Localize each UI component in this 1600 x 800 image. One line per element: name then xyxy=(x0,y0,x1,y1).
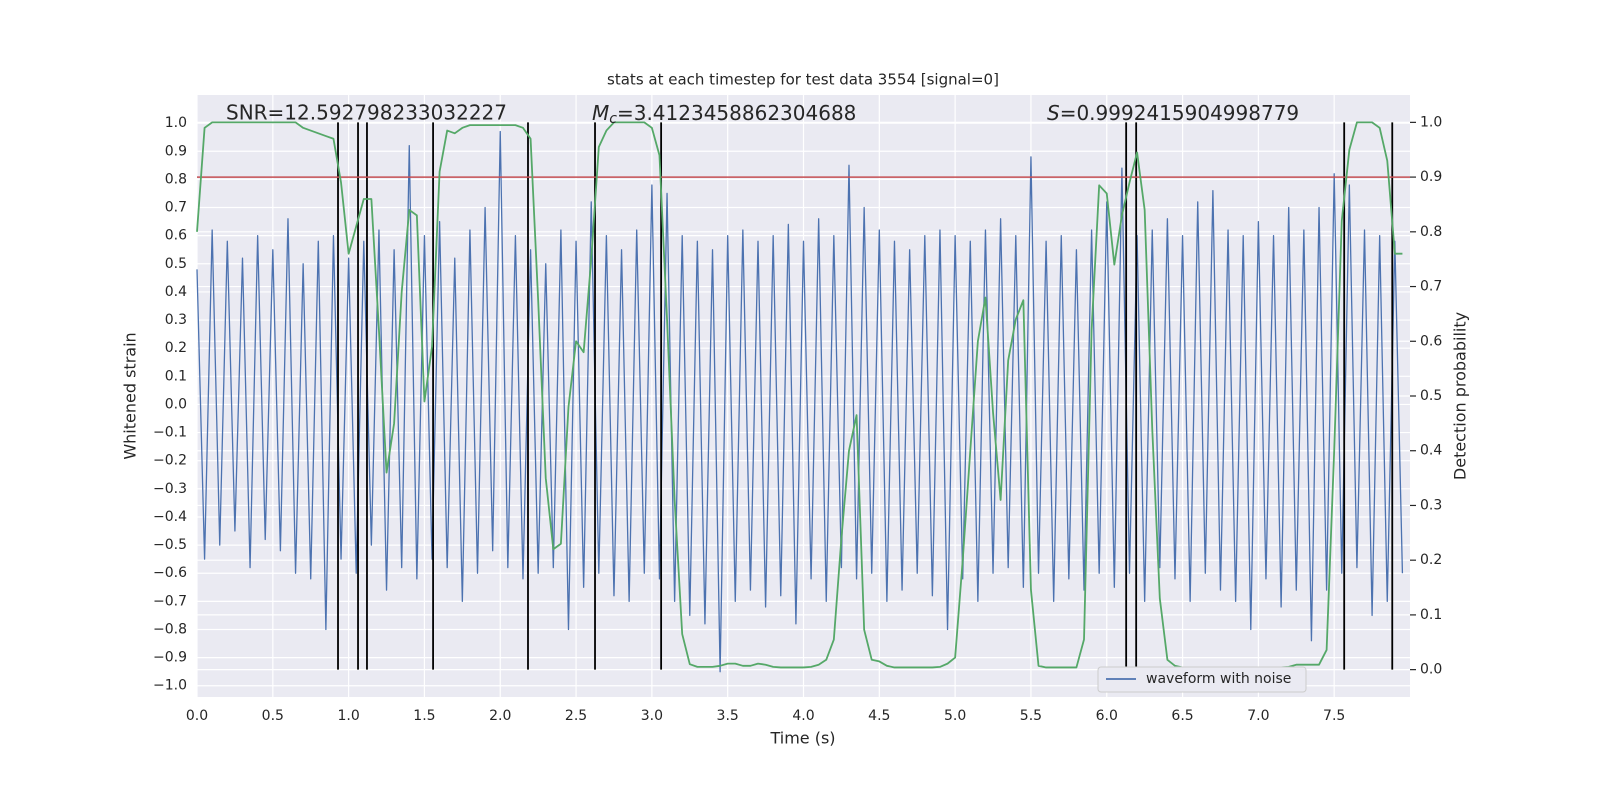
annotation-text: =3.4123458862304688 xyxy=(617,101,856,125)
x-tick-label: 6.0 xyxy=(1096,708,1118,724)
y-tick-label: 0.7 xyxy=(165,200,187,216)
x-tick-label: 7.5 xyxy=(1323,708,1345,724)
annotation: SNR=12.592798233032227 xyxy=(226,101,507,125)
y-tick-label: −0.8 xyxy=(153,621,187,637)
y-tick-label: −1.0 xyxy=(153,678,187,694)
y2-tick-label: 0.4 xyxy=(1420,443,1442,459)
y2-tick-label: 0.0 xyxy=(1420,662,1442,678)
y2-axis-label: Detection probability xyxy=(1451,312,1470,480)
y2-tick-label: 0.2 xyxy=(1420,552,1442,568)
legend-box xyxy=(1097,666,1307,693)
y2-tick-label: 1.0 xyxy=(1420,114,1442,130)
x-tick-label: 0.0 xyxy=(186,708,208,724)
annotation-symbol: M xyxy=(592,101,609,125)
y2-tick-label: 0.6 xyxy=(1420,333,1442,349)
y-tick-label: −0.1 xyxy=(153,425,187,441)
chart-title: stats at each timestep for test data 355… xyxy=(607,71,999,89)
x-tick-label: 5.0 xyxy=(944,708,966,724)
x-tick-label: 5.5 xyxy=(1020,708,1042,724)
y-tick-label: −0.2 xyxy=(153,453,187,469)
y2-tick-label: 0.3 xyxy=(1420,497,1442,513)
y-tick-label: 0.1 xyxy=(165,368,187,384)
y-tick-label: −0.7 xyxy=(153,593,187,609)
x-tick-label: 3.5 xyxy=(717,708,739,724)
y-tick-label: 0.0 xyxy=(165,396,187,412)
annotation-symbol: S xyxy=(1047,101,1060,125)
y-tick-label: −0.5 xyxy=(153,537,187,553)
annotation: Mc=3.4123458862304688 xyxy=(592,101,856,128)
annotation-subscript: c xyxy=(609,111,617,127)
y-tick-label: 0.9 xyxy=(165,143,187,159)
y-tick-label: 1.0 xyxy=(165,115,187,131)
y-tick-label: 0.6 xyxy=(165,228,187,244)
y-tick-label: −0.9 xyxy=(153,650,187,666)
x-tick-label: 4.0 xyxy=(792,708,814,724)
x-tick-label: 1.5 xyxy=(413,708,435,724)
y-tick-label: −0.3 xyxy=(153,481,187,497)
annotation-text: =0.9992415904998779 xyxy=(1060,101,1299,125)
y2-tick-label: 0.9 xyxy=(1420,169,1442,185)
x-tick-label: 2.5 xyxy=(565,708,587,724)
y-tick-label: 0.3 xyxy=(165,312,187,328)
x-tick-label: 4.5 xyxy=(868,708,890,724)
y-tick-label: 0.4 xyxy=(165,284,187,300)
x-tick-label: 2.0 xyxy=(489,708,511,724)
labels: −1.0 −0.9 −0.8 −0.7 −0.6 −0.5 −0.4 −0.3 −0.2 −0.1… xyxy=(153,114,1442,724)
annotation: S=0.9992415904998779 xyxy=(1047,101,1299,125)
y-axis-label: Whitened strain xyxy=(121,332,140,459)
y-tick-label: 0.8 xyxy=(165,171,187,187)
y2-tick-label: 0.8 xyxy=(1420,224,1442,240)
x-tick-label: 6.5 xyxy=(1171,708,1193,724)
x-tick-label: 7.0 xyxy=(1247,708,1269,724)
x-tick-label: 1.0 xyxy=(337,708,359,724)
y-tick-label: −0.4 xyxy=(153,509,187,525)
x-tick-label: 3.0 xyxy=(641,708,663,724)
y-tick-label: 0.5 xyxy=(165,256,187,272)
y-tick-label: −0.6 xyxy=(153,565,187,581)
x-tick-label: 0.5 xyxy=(262,708,284,724)
y2-tick-label: 0.1 xyxy=(1420,607,1442,623)
x-axis-label: Time (s) xyxy=(769,729,835,748)
y2-tick-label: 0.5 xyxy=(1420,388,1442,404)
series-line xyxy=(196,130,1404,673)
y-tick-label: 0.2 xyxy=(165,340,187,356)
legend-label: waveform with noise xyxy=(1146,671,1291,687)
y2-tick-label: 0.7 xyxy=(1420,279,1442,295)
